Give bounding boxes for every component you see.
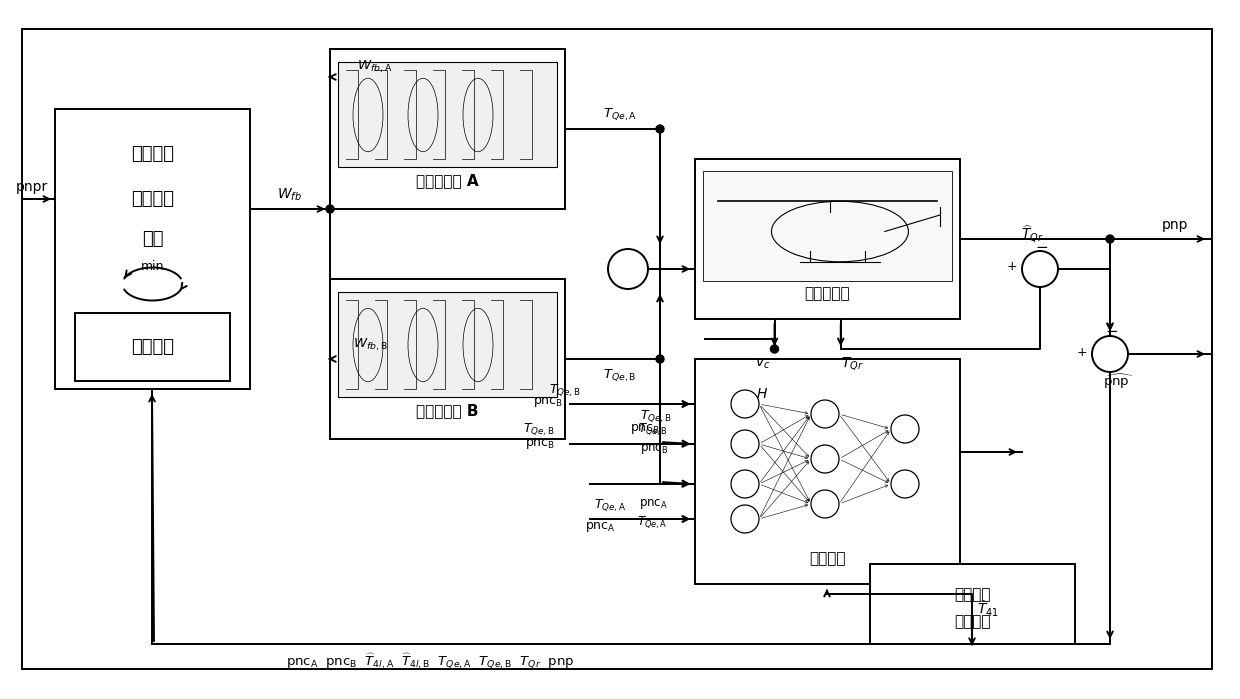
Bar — [870, 564, 1075, 644]
Circle shape — [892, 470, 919, 498]
Text: $\widehat{T}_{Qr}$: $\widehat{T}_{Qr}$ — [1021, 224, 1043, 245]
Circle shape — [656, 125, 663, 133]
Text: $v_c$: $v_c$ — [755, 356, 770, 371]
Circle shape — [732, 390, 759, 418]
Text: pnp: pnp — [1162, 218, 1188, 232]
Text: $\widehat{\mathrm{pnp}}$: $\widehat{\mathrm{pnp}}$ — [1102, 373, 1133, 391]
Text: $\mathrm{pnc}_\mathrm{B}$: $\mathrm{pnc}_\mathrm{B}$ — [640, 442, 668, 456]
Text: $T_{Qe,\mathrm{B}}$: $T_{Qe,\mathrm{B}}$ — [549, 382, 580, 398]
Text: 涡轴发动机 B: 涡轴发动机 B — [417, 403, 479, 419]
Text: $T_{Qe,\mathrm{B}}$: $T_{Qe,\mathrm{B}}$ — [603, 367, 637, 383]
Text: 控制: 控制 — [141, 230, 164, 248]
Text: 直升机转子: 直升机转子 — [805, 287, 851, 301]
Text: $\mathrm{pnc}_\mathrm{A}$  $\mathrm{pnc}_\mathrm{B}$  $\widehat{T}_{4l,\mathrm{A: $\mathrm{pnc}_\mathrm{A}$ $\mathrm{pnc}_… — [286, 651, 574, 670]
Bar — [330, 279, 565, 439]
Circle shape — [770, 345, 779, 353]
Text: 曼滤波器: 曼滤波器 — [955, 614, 991, 629]
Text: $T_{Qr}$: $T_{Qr}$ — [842, 356, 864, 373]
Text: $T_{Qe,\mathrm{B}}$: $T_{Qe,\mathrm{B}}$ — [639, 421, 668, 437]
Text: +: + — [1076, 345, 1087, 359]
Circle shape — [732, 505, 759, 533]
Bar — [694, 159, 960, 319]
Circle shape — [811, 400, 839, 428]
Text: pnpr: pnpr — [16, 180, 48, 194]
Text: +: + — [1007, 261, 1017, 273]
Bar — [330, 49, 565, 209]
Text: $\mathrm{pnc}_\mathrm{B}$: $\mathrm{pnc}_\mathrm{B}$ — [525, 437, 556, 451]
Text: $T_{Qe,\mathrm{A}}$: $T_{Qe,\mathrm{A}}$ — [637, 514, 668, 530]
Text: −: − — [1106, 324, 1118, 340]
Text: $T_{Qe,\mathrm{B}}$: $T_{Qe,\mathrm{B}}$ — [523, 421, 556, 437]
Circle shape — [811, 490, 839, 518]
Text: $W_{fb,\mathrm{B}}$: $W_{fb,\mathrm{B}}$ — [352, 337, 387, 353]
Text: $T_{Qe,\mathrm{A}}$: $T_{Qe,\mathrm{A}}$ — [594, 497, 626, 513]
Circle shape — [1022, 251, 1058, 287]
Bar — [339, 292, 557, 397]
Circle shape — [811, 445, 839, 473]
Text: $\mathrm{pnc}_\mathrm{A}$: $\mathrm{pnc}_\mathrm{A}$ — [639, 497, 668, 511]
Circle shape — [892, 415, 919, 443]
Text: $T_{Qe,\mathrm{B}}$: $T_{Qe,\mathrm{B}}$ — [640, 408, 672, 424]
Circle shape — [1106, 235, 1114, 243]
Text: 无迹卡尔: 无迹卡尔 — [955, 587, 991, 602]
Circle shape — [326, 205, 334, 213]
Circle shape — [608, 249, 649, 289]
Text: $\mathrm{pnc}_\mathrm{B}$: $\mathrm{pnc}_\mathrm{B}$ — [630, 422, 660, 436]
Circle shape — [656, 355, 663, 363]
Text: 涡轴发动机 A: 涡轴发动机 A — [417, 173, 479, 189]
Text: $W_{fb,\mathrm{A}}$: $W_{fb,\mathrm{A}}$ — [357, 59, 393, 75]
Text: 闭环控制: 闭环控制 — [131, 145, 174, 163]
Bar — [694, 359, 960, 584]
Text: $\mathrm{pnc}_\mathrm{B}$: $\mathrm{pnc}_\mathrm{B}$ — [533, 395, 563, 409]
Text: 在线优化: 在线优化 — [131, 338, 174, 356]
Bar — [74, 313, 229, 381]
Text: $\widehat{T}_{41}$: $\widehat{T}_{41}$ — [977, 599, 999, 619]
Text: 机载模型: 机载模型 — [810, 552, 846, 566]
Text: $H$: $H$ — [756, 387, 769, 401]
Text: 模型预测: 模型预测 — [131, 190, 174, 208]
Bar — [55, 109, 250, 389]
Circle shape — [732, 470, 759, 498]
Bar — [703, 171, 952, 281]
Text: $\mathrm{pnc}_\mathrm{A}$: $\mathrm{pnc}_\mathrm{A}$ — [584, 520, 615, 534]
Circle shape — [732, 430, 759, 458]
Text: $W_{fb}$: $W_{fb}$ — [277, 187, 301, 203]
Bar — [339, 62, 557, 167]
Text: −: − — [1035, 240, 1048, 254]
Text: $T_{Qe,\mathrm{A}}$: $T_{Qe,\mathrm{A}}$ — [603, 106, 637, 122]
Circle shape — [1092, 336, 1128, 372]
Text: min: min — [141, 259, 164, 273]
